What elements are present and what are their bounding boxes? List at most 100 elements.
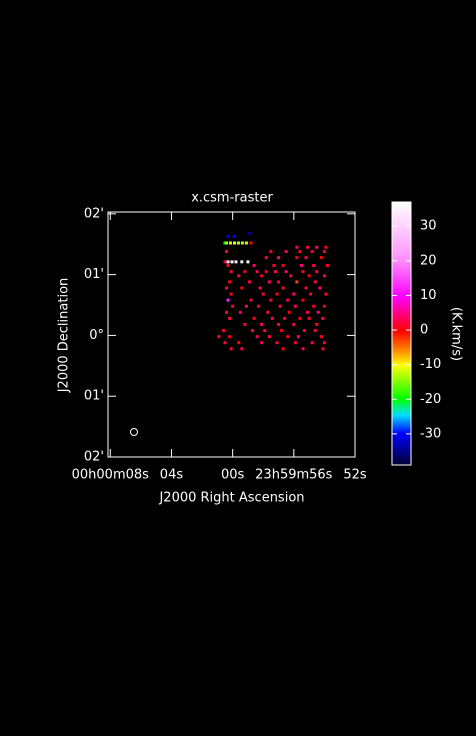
pixel bbox=[324, 292, 328, 296]
pixel bbox=[315, 270, 319, 274]
pixel bbox=[226, 263, 230, 267]
pixel bbox=[309, 292, 313, 296]
pixel bbox=[306, 310, 310, 314]
plot-frame bbox=[107, 211, 356, 458]
pixel bbox=[269, 298, 273, 302]
pixel bbox=[275, 292, 279, 296]
pixel bbox=[293, 304, 297, 308]
pixel bbox=[269, 250, 273, 254]
pixel bbox=[277, 280, 281, 284]
pixel bbox=[249, 298, 253, 302]
pixel bbox=[234, 260, 238, 264]
beam bbox=[130, 428, 138, 436]
pixel bbox=[264, 270, 268, 274]
pixel bbox=[313, 280, 317, 284]
pixel bbox=[321, 347, 325, 351]
pixel bbox=[229, 292, 233, 296]
pixel bbox=[261, 292, 265, 296]
pixel bbox=[232, 234, 236, 238]
x-axis-label: J2000 Right Ascension bbox=[158, 491, 304, 506]
pixel bbox=[298, 250, 302, 254]
pixel bbox=[264, 256, 268, 260]
pixel bbox=[237, 341, 241, 345]
pixel bbox=[292, 322, 296, 326]
pixel bbox=[257, 304, 261, 308]
pixel bbox=[231, 304, 235, 308]
pixel bbox=[284, 270, 288, 274]
chart-title: x.csm-raster bbox=[191, 191, 273, 206]
pixel bbox=[286, 298, 290, 302]
pixel bbox=[240, 347, 244, 351]
pixel bbox=[232, 241, 236, 245]
pixel bbox=[303, 329, 307, 333]
pixel bbox=[322, 304, 326, 308]
x-tick-label: 52s bbox=[343, 468, 367, 483]
pixel bbox=[277, 256, 281, 260]
pixel bbox=[243, 322, 247, 326]
pixel bbox=[255, 270, 259, 274]
pixel bbox=[243, 270, 247, 274]
pixel bbox=[240, 260, 244, 264]
y-tick-label: 02' bbox=[84, 206, 104, 221]
pixel bbox=[230, 260, 234, 264]
pixel bbox=[325, 263, 329, 267]
y-tick-label: 01' bbox=[84, 389, 104, 404]
pixel bbox=[267, 335, 271, 339]
pixel bbox=[240, 241, 244, 245]
pixel bbox=[281, 263, 285, 267]
pixel bbox=[286, 335, 290, 339]
pixel bbox=[225, 241, 229, 245]
pixel bbox=[249, 241, 253, 245]
pixel bbox=[289, 274, 293, 278]
pixel bbox=[322, 274, 326, 278]
pixel bbox=[281, 286, 285, 290]
pixel bbox=[319, 256, 323, 260]
pixel bbox=[301, 270, 305, 274]
pixel bbox=[310, 341, 314, 345]
pixel bbox=[304, 256, 308, 260]
pixel bbox=[278, 304, 282, 308]
pixel bbox=[240, 286, 244, 290]
pixel bbox=[298, 316, 302, 320]
pixel bbox=[228, 280, 232, 284]
pixel bbox=[287, 310, 291, 314]
pixel bbox=[324, 245, 328, 249]
pixel bbox=[299, 263, 303, 267]
pixel bbox=[223, 341, 227, 345]
colorbar-tick-label: -20 bbox=[420, 392, 441, 407]
pixel bbox=[223, 241, 227, 245]
pixel bbox=[260, 341, 264, 345]
pixel bbox=[322, 341, 326, 345]
y-tick-label: 0° bbox=[89, 328, 104, 343]
pixel bbox=[304, 286, 308, 290]
pixel bbox=[313, 329, 317, 333]
colorbar-tick-label: 0 bbox=[420, 323, 428, 338]
pixel bbox=[263, 329, 267, 333]
pixel bbox=[315, 245, 319, 249]
y-tick-label: 01' bbox=[84, 267, 104, 282]
pixel bbox=[295, 245, 299, 249]
pixel bbox=[226, 234, 230, 238]
pixel bbox=[228, 335, 232, 339]
x-tick-label: 23h59m56s bbox=[255, 468, 333, 483]
pixel bbox=[225, 286, 229, 290]
pixel bbox=[228, 316, 232, 320]
pixel bbox=[273, 270, 277, 274]
pixel bbox=[295, 280, 299, 284]
pixel bbox=[277, 322, 281, 326]
pixel bbox=[315, 322, 319, 326]
colorbar-tick-label: -10 bbox=[420, 357, 441, 372]
pixel bbox=[252, 263, 256, 267]
pixel bbox=[237, 274, 241, 278]
pixel bbox=[296, 335, 300, 339]
colorbar-tick-label: -30 bbox=[420, 426, 441, 441]
colorbar-tick-label: 20 bbox=[420, 253, 437, 268]
pixel bbox=[226, 260, 230, 264]
x-tick-label: 04s bbox=[160, 468, 184, 483]
pixel bbox=[312, 304, 316, 308]
pixel bbox=[246, 260, 250, 264]
pixel bbox=[318, 286, 322, 290]
pixel bbox=[272, 263, 276, 267]
